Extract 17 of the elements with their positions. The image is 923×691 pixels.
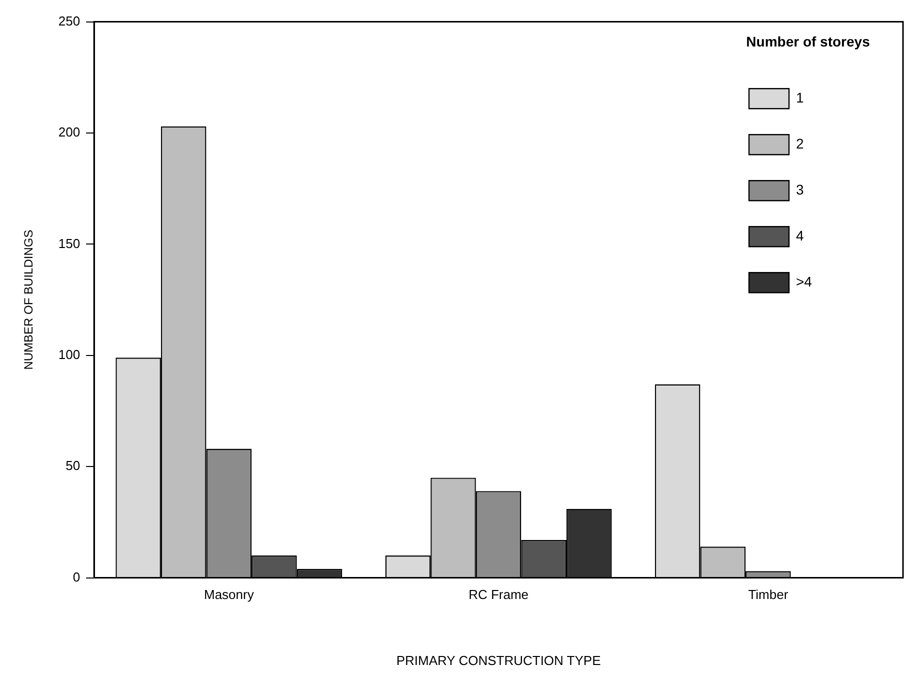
y-tick-label: 250	[58, 13, 80, 28]
x-axis-title: PRIMARY CONSTRUCTION TYPE	[396, 652, 602, 668]
legend-label: >4	[796, 273, 812, 290]
x-tick-label: Masonry	[204, 587, 254, 602]
x-tick-label: RC Frame	[468, 587, 529, 602]
legend-label: 3	[796, 181, 804, 198]
y-tick-label: 150	[58, 236, 80, 251]
y-tick-label: 100	[58, 346, 80, 362]
legend-label: 4	[796, 227, 804, 244]
legend-label: 1	[796, 89, 804, 106]
legend-label: 2	[796, 135, 804, 152]
x-tick-label: Timber	[748, 587, 789, 602]
y-tick-label: 0	[72, 569, 80, 584]
y-tick-label: 200	[58, 124, 80, 140]
y-axis-title: NUMBER OF BUILDINGS	[22, 230, 36, 370]
legend-title: Number of storeys	[746, 34, 870, 50]
y-tick-label: 50	[66, 458, 80, 474]
